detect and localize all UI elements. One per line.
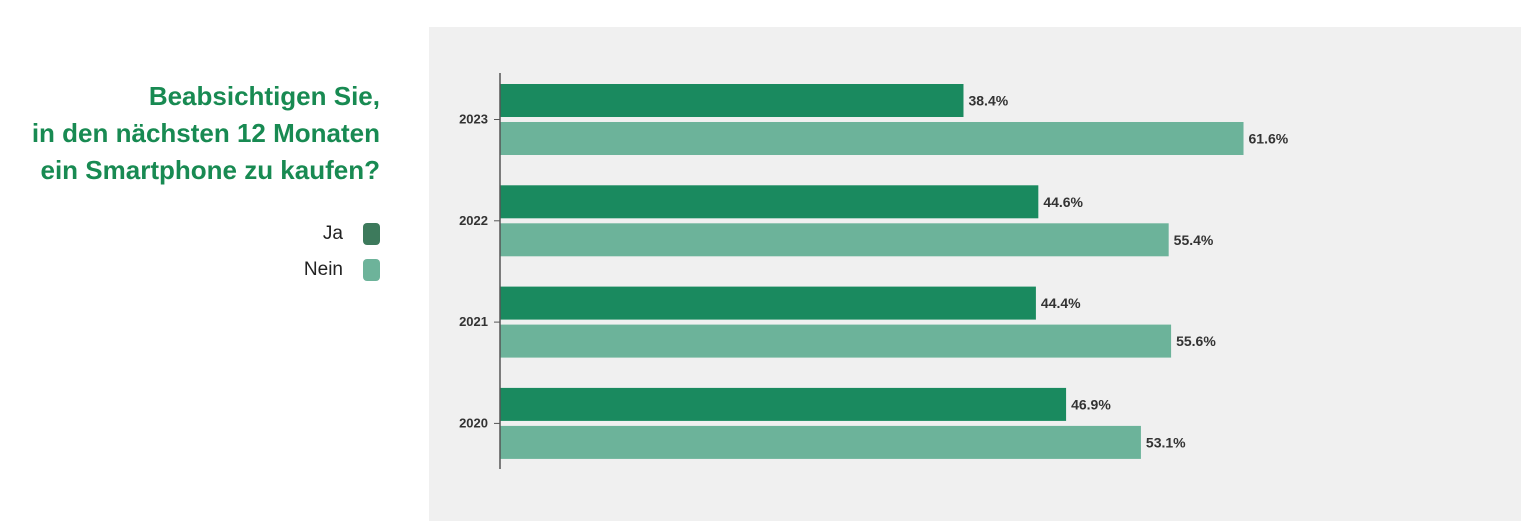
chart-panel: 2023 38.4% 61.6% 2022 44.6% 55.4% 2021 44.4% 55.… — [429, 27, 1521, 521]
bar-nein-2022 — [500, 223, 1169, 257]
chart-title: Beabsichtigen Sie, in den nächsten 12 Mo… — [0, 78, 380, 189]
legend-swatch-ja — [363, 223, 380, 245]
value-label-ja-2022: 44.6% — [1043, 194, 1083, 210]
bar-ja-2020 — [500, 387, 1067, 421]
legend-item-ja: Ja — [304, 222, 380, 246]
y-tick-label-2022: 2022 — [459, 213, 488, 228]
value-label-nein-2021: 55.6% — [1176, 333, 1216, 349]
bar-ja-2021 — [500, 286, 1036, 320]
y-tick-label-2021: 2021 — [459, 314, 488, 329]
chart-title-line-1: Beabsichtigen Sie, — [148, 81, 380, 111]
chart-title-line-2: in den nächsten 12 Monaten — [31, 118, 380, 148]
chart-title-line-3: ein Smartphone zu kaufen? — [40, 155, 381, 185]
legend-item-nein: Nein — [304, 258, 380, 282]
legend-label-ja: Ja — [322, 223, 343, 244]
y-tick-label-2023: 2023 — [459, 112, 488, 127]
value-label-ja-2020: 46.9% — [1071, 396, 1111, 412]
legend-label-nein: Nein — [303, 259, 343, 280]
y-tick-label-2020: 2020 — [459, 415, 488, 430]
bar-ja-2022 — [500, 185, 1039, 219]
bar-nein-2023 — [500, 122, 1244, 155]
value-label-nein-2023: 61.6% — [1249, 131, 1289, 147]
legend-swatch-nein — [363, 259, 380, 281]
value-label-nein-2022: 55.4% — [1174, 232, 1214, 248]
bar-nein-2021 — [500, 324, 1172, 358]
legend: Ja Nein — [304, 222, 380, 294]
value-label-ja-2023: 38.4% — [968, 93, 1008, 109]
bar-ja-2023 — [500, 84, 964, 117]
left-panel: Beabsichtigen Sie, in den nächsten 12 Mo… — [0, 0, 400, 528]
value-label-ja-2021: 44.4% — [1041, 295, 1081, 311]
bar-nein-2020 — [500, 425, 1141, 459]
value-label-nein-2020: 53.1% — [1146, 434, 1186, 450]
bar-chart: 2023 38.4% 61.6% 2022 44.6% 55.4% 2021 44.4% 55.… — [459, 73, 1289, 469]
